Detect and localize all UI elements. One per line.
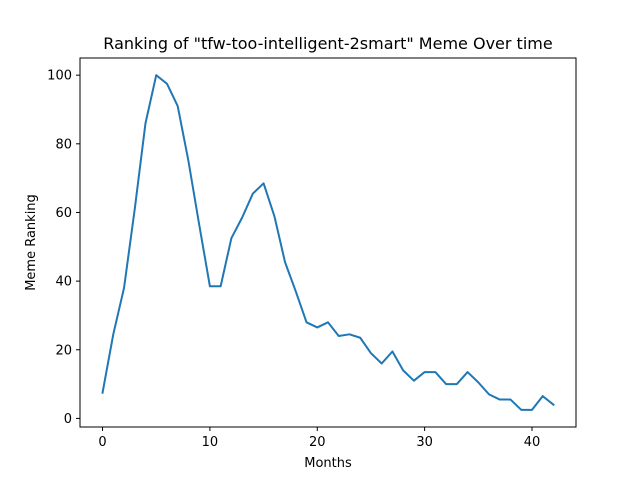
x-tick-label: 40: [524, 435, 541, 450]
y-axis-label: Meme Ranking: [24, 194, 39, 291]
x-tick-label: 20: [309, 435, 326, 450]
series-line: [101, 74, 555, 411]
chart-title: Ranking of "tfw-too-intelligent-2smart" …: [103, 34, 552, 53]
x-tick-label: 30: [416, 435, 433, 450]
y-tick-label: 60: [55, 206, 72, 221]
y-tick-label: 0: [64, 412, 72, 427]
y-tick-label: 80: [55, 137, 72, 152]
x-tick-label: 10: [202, 435, 219, 450]
y-tick-label: 100: [47, 69, 72, 84]
plot-area: [101, 74, 555, 411]
y-tick-label: 20: [55, 343, 72, 358]
axes-frame: [79, 57, 577, 428]
x-axis-ticks: 0 10 20 30 40: [98, 427, 540, 450]
y-tick-label: 40: [55, 275, 72, 290]
y-axis-ticks: 0 20 40 60 80 100: [47, 69, 80, 427]
x-axis-label: Months: [304, 456, 352, 471]
x-tick-label: 0: [98, 435, 106, 450]
